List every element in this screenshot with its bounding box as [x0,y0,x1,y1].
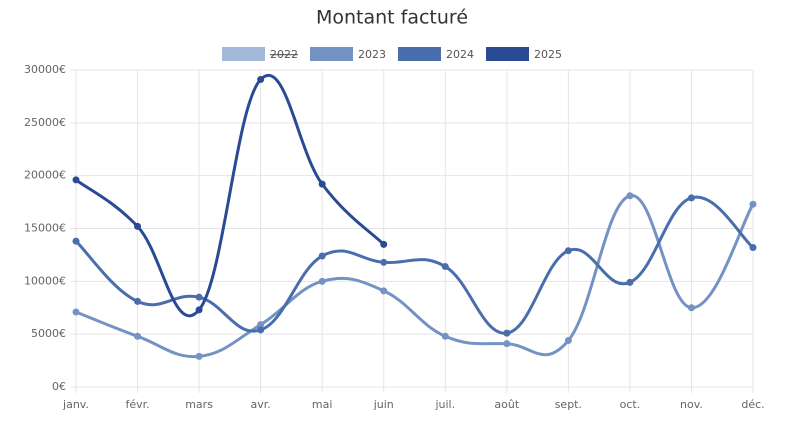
x-tick-label: juin [373,398,394,411]
data-point [134,297,142,305]
x-tick-label: oct. [620,398,641,411]
x-tick-label: avr. [251,398,271,411]
y-tick-label: 15000€ [24,222,66,235]
legend-swatch [310,47,353,61]
data-point [749,200,757,208]
legend: 2022 2023 2024 2025 [222,47,562,61]
data-point [195,293,203,301]
data-point [626,278,634,286]
data-point [380,240,388,248]
data-point [687,194,695,202]
data-point [380,287,388,295]
y-tick-label: 20000€ [24,169,66,182]
legend-label: 2025 [534,48,562,61]
y-tick-label: 30000€ [24,63,66,76]
data-point [687,304,695,312]
data-point [564,247,572,255]
y-tick-label: 10000€ [24,274,66,287]
data-point [195,352,203,360]
series-line [75,194,755,359]
y-tick-label: 25000€ [24,116,66,129]
chart-title: Montant facturé [316,7,468,29]
data-point [134,332,142,340]
y-tick-label: 0€ [52,380,66,393]
data-point [195,306,203,314]
data-point [749,244,757,252]
legend-label: 2022 [270,48,298,61]
x-tick-label: sept. [555,398,582,411]
data-point [134,222,142,230]
legend-swatch [486,47,529,61]
data-point [257,326,265,334]
data-point [380,258,388,266]
x-tick-label: juil. [434,398,455,411]
data-point [72,308,80,316]
legend-swatch [398,47,441,61]
data-point [257,76,265,84]
x-tick-label: août [494,398,519,411]
data-point [626,192,634,200]
data-point [318,252,326,260]
data-point [441,263,449,271]
data-point [441,332,449,340]
data-point [318,180,326,188]
data-point [72,176,80,184]
x-tick-label: déc. [741,398,764,411]
data-point [318,277,326,285]
data-point [257,321,265,329]
x-tick-label: janv. [62,398,89,411]
x-tick-label: mai [312,398,333,411]
x-tick-label: mars [185,398,213,411]
legend-label: 2023 [358,48,386,61]
legend-label: 2024 [446,48,474,61]
x-tick-label: nov. [680,398,703,411]
y-tick-label: 5000€ [31,327,66,340]
data-point [503,340,511,348]
x-tick-label: févr. [125,398,149,411]
data-point [503,329,511,337]
data-point [564,337,572,345]
legend-swatch [222,47,265,61]
data-point [72,237,80,245]
